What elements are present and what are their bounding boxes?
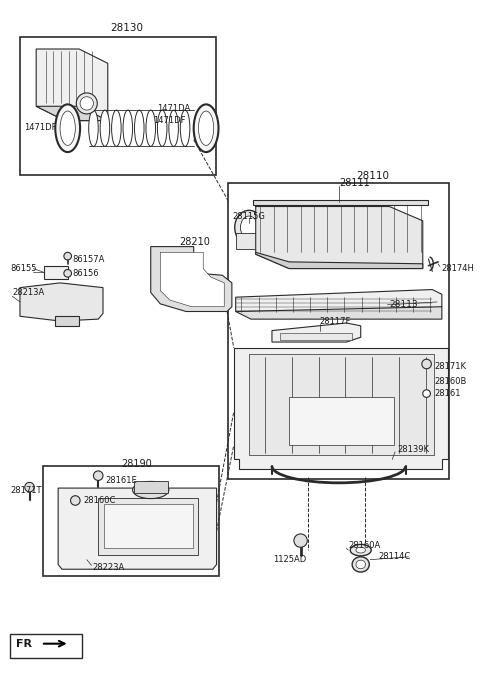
Polygon shape [20,283,103,321]
Circle shape [422,359,432,369]
Bar [236,233,261,248]
Polygon shape [256,202,423,268]
Polygon shape [236,289,442,311]
Text: FR: FR [16,639,32,649]
Ellipse shape [194,104,218,152]
Ellipse shape [350,545,371,556]
Bar [20,36,216,175]
Polygon shape [272,323,361,342]
Text: 28213A: 28213A [12,288,45,297]
Bar [289,397,394,445]
Polygon shape [55,316,79,326]
Polygon shape [249,355,434,455]
Ellipse shape [111,110,121,146]
Circle shape [94,471,103,480]
Ellipse shape [198,111,214,145]
Circle shape [64,270,72,277]
Ellipse shape [180,110,190,146]
Text: 1125AD: 1125AD [273,555,306,564]
Ellipse shape [169,110,179,146]
Ellipse shape [80,97,94,110]
Circle shape [294,534,307,547]
Ellipse shape [89,110,98,146]
Ellipse shape [134,110,144,146]
Ellipse shape [60,111,75,145]
Circle shape [71,496,80,506]
Text: 28130: 28130 [110,23,144,33]
Polygon shape [36,106,108,121]
Ellipse shape [352,557,369,572]
Ellipse shape [132,482,169,499]
Ellipse shape [55,104,80,152]
Text: 28171K: 28171K [434,362,466,371]
Text: 28115G: 28115G [233,211,266,220]
Ellipse shape [235,211,264,245]
Bar [43,466,219,576]
Text: 86157A: 86157A [72,255,105,263]
Polygon shape [58,488,216,569]
Bar [133,482,168,493]
Text: 86156: 86156 [72,269,99,278]
Text: 28111: 28111 [339,178,370,188]
Text: 28114C: 28114C [378,552,410,561]
Polygon shape [253,200,428,204]
Ellipse shape [419,377,434,385]
Text: 86155: 86155 [11,264,37,273]
Ellipse shape [423,379,431,383]
Ellipse shape [123,110,132,146]
Bar [279,333,352,340]
Polygon shape [234,348,447,469]
Text: 28190: 28190 [121,459,152,469]
Text: 1471DF: 1471DF [154,116,186,125]
Text: 28139K: 28139K [397,445,429,454]
Polygon shape [36,49,108,121]
Polygon shape [236,307,442,319]
Bar [11,634,82,658]
Polygon shape [256,252,423,268]
Polygon shape [151,246,232,311]
Text: 28223A: 28223A [93,563,125,572]
Ellipse shape [100,110,110,146]
Bar [228,182,449,479]
Circle shape [423,390,431,397]
Text: 28113: 28113 [389,300,418,309]
Ellipse shape [76,93,97,114]
Text: 28160C: 28160C [83,496,115,505]
Bar [104,504,193,548]
Bar [44,265,68,279]
Ellipse shape [356,560,365,569]
Circle shape [25,482,34,492]
Ellipse shape [356,547,365,553]
Bar [98,497,198,555]
Ellipse shape [157,110,167,146]
Text: 28160B: 28160B [434,377,467,386]
Polygon shape [160,252,224,307]
Ellipse shape [240,216,258,239]
Circle shape [64,252,72,260]
Text: 28171T: 28171T [11,486,42,495]
Text: 28110: 28110 [357,171,390,181]
Text: 1471DA: 1471DA [157,104,191,113]
Text: 1471DF: 1471DF [24,123,56,132]
Text: 28117F: 28117F [320,316,351,326]
Text: 28161E: 28161E [106,476,138,485]
Text: 28174H: 28174H [442,264,475,273]
Ellipse shape [146,110,156,146]
Text: 28161: 28161 [434,389,461,398]
Text: 28210: 28210 [180,237,210,247]
Text: 28160A: 28160A [348,541,381,550]
